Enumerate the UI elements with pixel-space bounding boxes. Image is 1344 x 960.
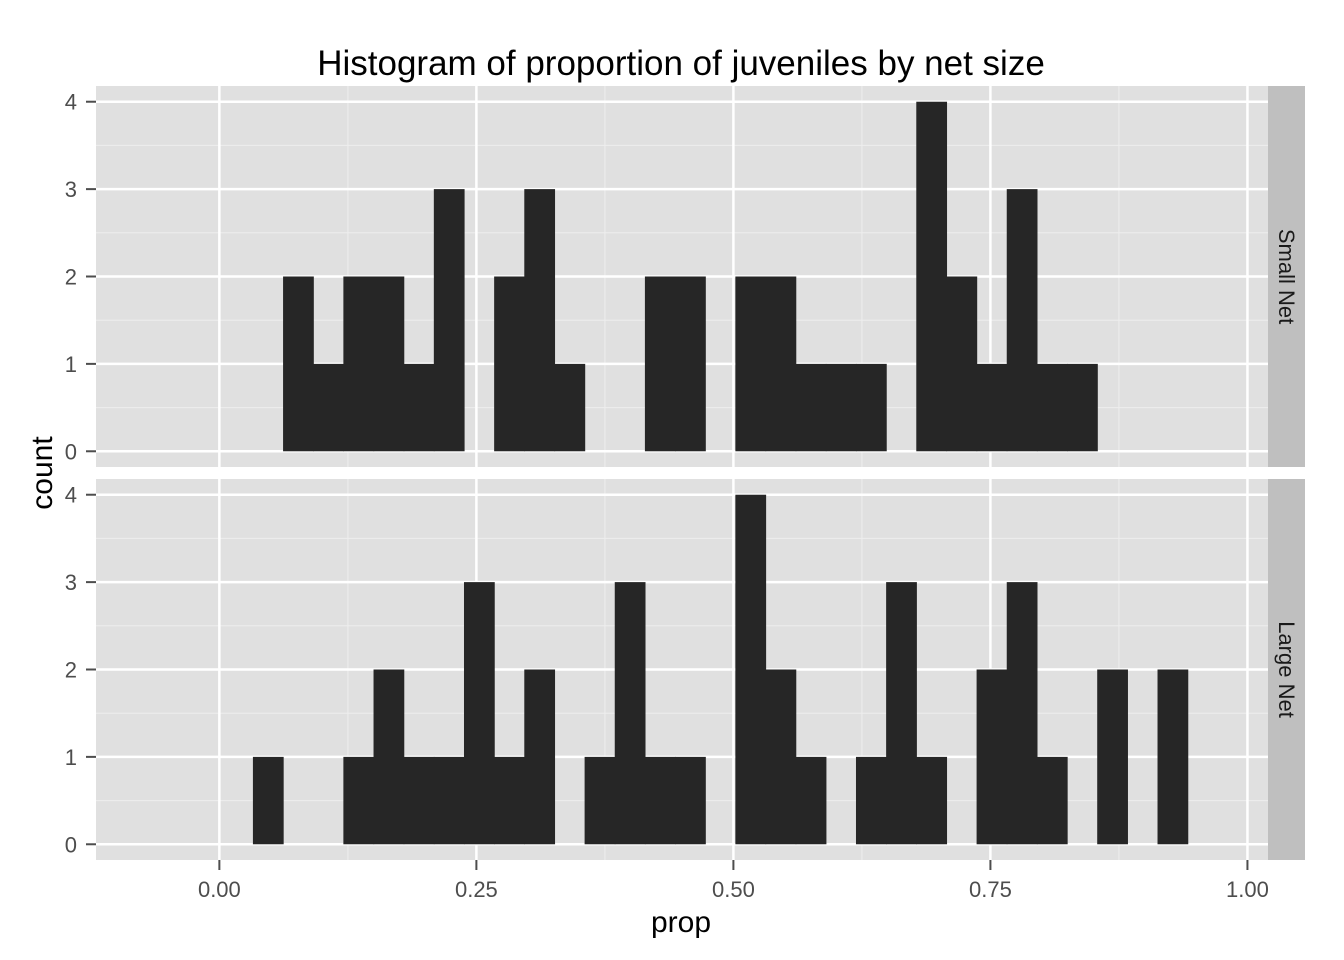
y-tick-label: 2 xyxy=(65,265,77,290)
histogram-bar xyxy=(524,669,556,845)
histogram-bar xyxy=(855,756,887,845)
histogram-bar xyxy=(343,756,375,845)
histogram-bar xyxy=(433,189,465,452)
facet-strip-label: Large Net xyxy=(1274,621,1299,718)
histogram-bar xyxy=(976,363,1008,452)
facet-panel-0: 0 1 2 3 4 Small Net xyxy=(65,86,1305,467)
y-tick-label: 3 xyxy=(65,177,77,202)
histogram-bar xyxy=(373,276,405,452)
y-tick-label: 3 xyxy=(65,570,77,595)
histogram-bar xyxy=(524,189,556,452)
histogram-bar xyxy=(765,669,797,845)
histogram-bar xyxy=(946,276,978,452)
x-tick-label: 1.00 xyxy=(1226,877,1269,902)
facet-panel-1: 0 1 2 3 4 Large Net xyxy=(65,479,1305,860)
y-axis-title: count xyxy=(26,436,59,510)
histogram-bar xyxy=(1157,669,1189,845)
histogram-bar xyxy=(494,756,525,845)
y-tick-label: 0 xyxy=(65,439,77,464)
histogram-bar xyxy=(765,276,797,452)
histogram-bar xyxy=(1006,189,1038,452)
y-tick-label: 2 xyxy=(65,658,77,683)
histogram-bar xyxy=(675,756,706,845)
histogram-bar xyxy=(584,756,616,845)
histogram-bar xyxy=(283,276,314,452)
facets: 0 1 2 3 4 Small Net 0 1 2 3 4 Large Net xyxy=(65,86,1305,860)
histogram-bar xyxy=(916,756,948,845)
histogram-bar xyxy=(644,276,676,452)
x-tick-label: 0.00 xyxy=(198,877,241,902)
histogram-bar xyxy=(433,756,465,845)
histogram-bar xyxy=(795,363,827,452)
histogram-bar xyxy=(252,756,284,845)
histogram-bar xyxy=(1097,669,1128,845)
histogram-bar xyxy=(343,276,375,452)
histogram-bar xyxy=(614,582,646,845)
histogram-bar xyxy=(735,494,767,845)
histogram-bar xyxy=(403,363,435,452)
histogram-bar xyxy=(554,363,586,452)
histogram-bar xyxy=(825,363,857,452)
y-tick-label: 1 xyxy=(65,745,77,770)
histogram-bar xyxy=(1036,363,1068,452)
y-tick-label: 0 xyxy=(65,832,77,857)
x-axis-title: prop xyxy=(651,906,711,939)
y-tick-label: 1 xyxy=(65,352,77,377)
histogram-bar xyxy=(916,101,948,452)
histogram-bar xyxy=(494,276,525,452)
histogram-bar xyxy=(1006,582,1038,845)
histogram-bar xyxy=(976,669,1008,845)
histogram-bar xyxy=(795,756,827,845)
y-tick-label: 4 xyxy=(65,90,77,115)
histogram-bar xyxy=(1036,756,1068,845)
histogram-bar xyxy=(644,756,676,845)
histogram-bar xyxy=(373,669,405,845)
x-axis: 0.00 0.25 0.50 0.75 1.00 xyxy=(198,860,1269,902)
histogram-bar xyxy=(735,276,767,452)
histogram-bar xyxy=(1067,363,1098,452)
facet-strip xyxy=(1268,479,1305,860)
facet-strip xyxy=(1268,86,1305,467)
histogram-bar xyxy=(675,276,706,452)
histogram-bar xyxy=(313,363,344,452)
histogram-bar xyxy=(463,582,495,845)
x-tick-label: 0.75 xyxy=(969,877,1012,902)
y-tick-label: 4 xyxy=(65,483,77,508)
histogram-bar xyxy=(403,756,435,845)
facet-strip-label: Small Net xyxy=(1274,229,1299,324)
x-tick-label: 0.25 xyxy=(455,877,498,902)
x-tick-label: 0.50 xyxy=(712,877,755,902)
histogram-bar xyxy=(855,363,887,452)
chart-title: Histogram of proportion of juveniles by … xyxy=(317,44,1045,83)
histogram-bar xyxy=(886,582,917,845)
